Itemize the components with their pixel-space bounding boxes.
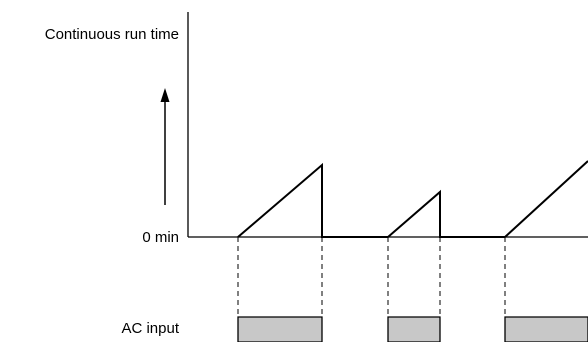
ac-pulse-2 [387,316,441,342]
guide-lines [237,237,506,317]
zero-min-label: 0 min [142,229,179,246]
ac-pulse-3 [504,316,588,342]
run-time-waveform [237,160,588,238]
ac-pulse-1 [237,316,323,342]
increase-arrow-icon [160,88,170,205]
y-axis-label: Continuous run time [45,26,179,43]
ac-input-label: AC input [121,320,179,337]
ac-input-pulses [237,316,588,342]
